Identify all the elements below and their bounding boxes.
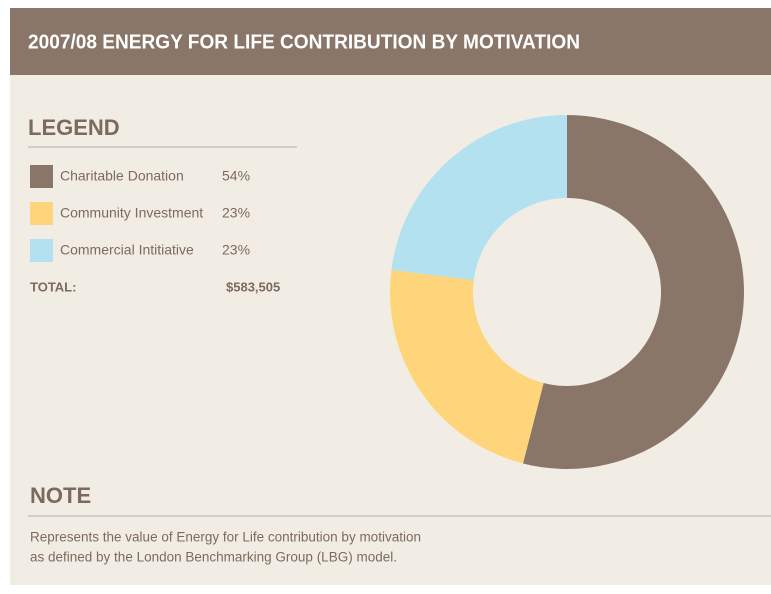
donut-slice [391, 115, 567, 281]
legend-value: 54% [222, 168, 250, 184]
legend-label: Commercial Intitiative [60, 242, 194, 258]
legend-swatch [30, 165, 53, 188]
legend-label: Charitable Donation [60, 168, 184, 184]
legend-title: LEGEND [28, 115, 120, 140]
note-line: Represents the value of Energy for Life … [30, 530, 421, 545]
legend-value: 23% [222, 242, 250, 258]
donut-slice [522, 115, 744, 469]
note-line: as defined by the London Benchmarking Gr… [30, 550, 397, 565]
legend-swatch [30, 202, 53, 225]
chart-title: 2007/08 ENERGY FOR LIFE CONTRIBUTION BY … [28, 31, 580, 53]
total-label: TOTAL: [30, 279, 76, 294]
header-bar [10, 8, 771, 75]
legend-swatch [30, 239, 53, 262]
legend-label: Community Investment [60, 205, 203, 221]
note-title: NOTE [30, 483, 91, 508]
legend-value: 23% [222, 205, 250, 221]
total-value: $583,505 [226, 279, 280, 294]
donut-slice [390, 269, 544, 464]
